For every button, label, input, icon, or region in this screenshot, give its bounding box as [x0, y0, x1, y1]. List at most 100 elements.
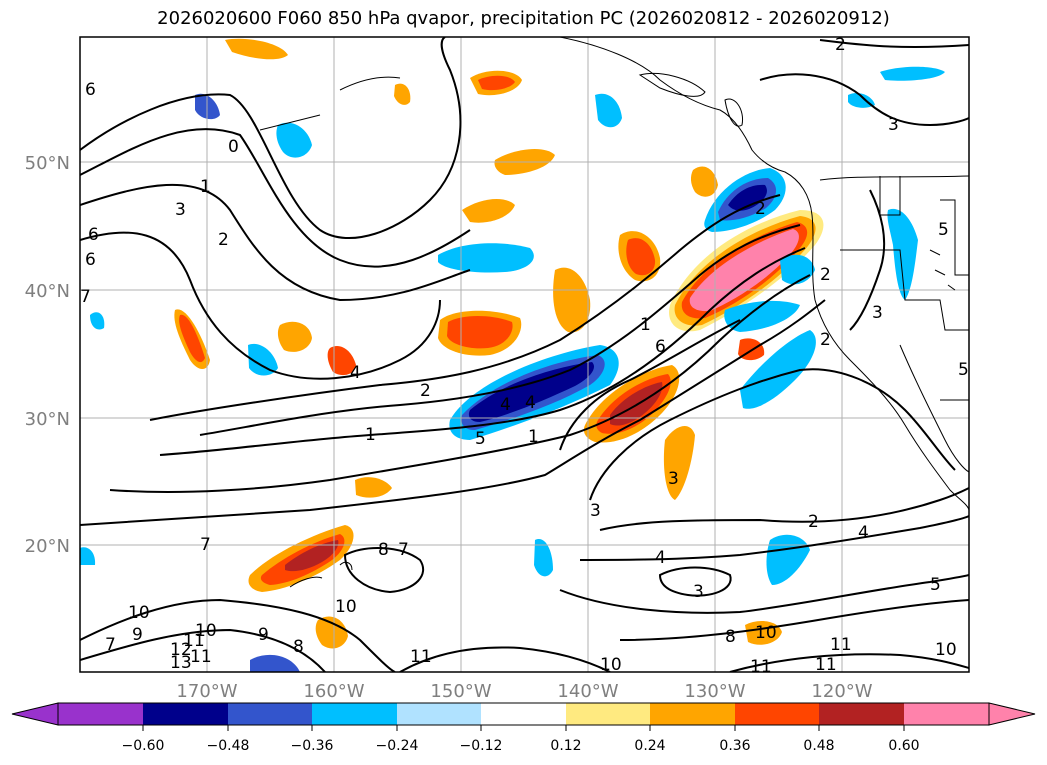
contour-label: 5 — [475, 429, 486, 449]
contour-label: 11 — [190, 647, 212, 667]
contour-label: 10 — [195, 621, 217, 641]
contour-label: 2 — [820, 330, 831, 350]
contour-label: 3 — [590, 501, 601, 521]
precip-positive-area — [327, 345, 356, 376]
contour-label: 11 — [830, 635, 852, 655]
precip-positive-area — [478, 75, 515, 91]
colorbar-tick-label: 0.24 — [634, 738, 665, 754]
precip-negative-area — [728, 184, 767, 211]
precip-positive-area — [225, 38, 288, 60]
contour-label: 8 — [378, 540, 389, 560]
contour-label: 4 — [525, 393, 536, 413]
longitude-labels: 170°W 160°W 150°W 140°W 130°W 120°W — [176, 681, 872, 702]
precip-positive-area — [355, 477, 392, 498]
contour-label: 11 — [815, 655, 837, 675]
lat-tick-label: 20°N — [25, 536, 70, 557]
colorbar-segment — [228, 703, 312, 725]
contour-label: 5 — [938, 220, 949, 240]
contour-label: 1 — [528, 427, 539, 447]
contour-label: 1 — [200, 177, 211, 197]
contour-label: 5 — [958, 360, 969, 380]
colorbar-extend-left — [11, 702, 59, 726]
precip-negative-area — [740, 330, 816, 409]
precip-negative-area — [468, 362, 595, 422]
contour-label: 6 — [85, 80, 96, 100]
lon-tick-label: 130°W — [684, 681, 745, 702]
contour-label: 3 — [872, 303, 883, 323]
precip-negative-area — [595, 93, 622, 128]
contour-label: 4 — [350, 363, 361, 383]
precip-positive-area — [315, 616, 348, 649]
lat-tick-label: 40°N — [25, 281, 70, 302]
contour-label: 11 — [410, 647, 432, 667]
contour-label: 4 — [655, 548, 666, 568]
precip-positive-area — [462, 198, 515, 223]
contour-label: 11 — [750, 657, 772, 677]
contour-label: 3 — [693, 582, 704, 602]
colorbar-segment — [650, 703, 735, 725]
lon-tick-label: 160°W — [303, 681, 364, 702]
colorbar-segment — [819, 703, 904, 725]
contour-label: 2 — [808, 512, 819, 532]
colorbar-tick-label: 0.48 — [803, 738, 834, 754]
precip-positive-area — [626, 238, 656, 276]
contour-label: 10 — [755, 623, 777, 643]
precip-negative-area — [250, 654, 300, 672]
colorbar-segment — [397, 703, 481, 725]
colorbar: −0.60 −0.48 −0.36 −0.24 −0.12 0.12 0.24 … — [11, 702, 1036, 754]
precip-negative-area — [90, 312, 105, 330]
contour-label: 10 — [935, 640, 957, 660]
colorbar-tick-label: −0.60 — [122, 738, 165, 754]
precip-negative-area — [534, 539, 553, 577]
latitude-labels: 50°N 40°N 30°N 20°N — [25, 153, 70, 557]
precip-negative-area — [887, 208, 918, 300]
contour-labels: 2 3 1 2 1 0 6 7 2 1 3 5 1 6 4 2 3 5 4 3 … — [80, 35, 969, 677]
contour-label: 0 — [228, 137, 239, 157]
colorbar-tick-label: 0.36 — [719, 738, 750, 754]
lon-tick-label: 170°W — [176, 681, 237, 702]
contour-label: 5 — [930, 575, 941, 595]
contour-label: 13 — [170, 653, 192, 673]
contour-label: 9 — [132, 625, 143, 645]
colorbar-tick-label: −0.48 — [207, 738, 250, 754]
contour-label: 3 — [175, 200, 186, 220]
lat-tick-label: 30°N — [25, 409, 70, 430]
map-border — [79, 36, 970, 673]
precip-positive-area — [690, 166, 718, 197]
precip-negative-area — [880, 66, 945, 81]
contour-label: 2 — [755, 199, 766, 219]
precip-positive-area — [553, 267, 591, 333]
graticule — [80, 37, 969, 672]
lon-tick-label: 120°W — [811, 681, 872, 702]
precip-positive-area — [285, 540, 339, 572]
contour-label: 8 — [293, 637, 304, 657]
contour-label: 7 — [80, 287, 91, 307]
precip-positive-area — [394, 83, 411, 105]
contour-label: 4 — [858, 523, 869, 543]
contour-label: 2 — [835, 35, 846, 55]
colorbar-tick-label: −0.12 — [460, 738, 503, 754]
qvapor-contours — [80, 37, 969, 672]
colorbar-segment — [566, 703, 650, 725]
contour-label: 7 — [398, 540, 409, 560]
colorbar-segment — [904, 703, 989, 725]
precip-negative-area — [724, 300, 800, 332]
contour-label: 10 — [128, 603, 150, 623]
contour-label: 9 — [258, 625, 269, 645]
contour-label: 7 — [200, 535, 211, 555]
contour-label: 6 — [88, 225, 99, 245]
precip-negative-area — [438, 243, 534, 273]
contour-label: 2 — [420, 381, 431, 401]
colorbar-ticks — [142, 725, 905, 731]
colorbar-segment — [58, 703, 143, 725]
contour-label: 3 — [668, 469, 679, 489]
colorbar-border — [57, 702, 990, 726]
contour-label: 7 — [105, 635, 116, 655]
precip-positive-area — [689, 229, 799, 312]
colorbar-tick-label: 0.12 — [550, 738, 581, 754]
contour-label: 11 — [183, 631, 205, 651]
contour-label: 8 — [725, 627, 736, 647]
colorbar-tick-label: −0.24 — [376, 738, 419, 754]
precip-fill-layer — [80, 38, 945, 672]
